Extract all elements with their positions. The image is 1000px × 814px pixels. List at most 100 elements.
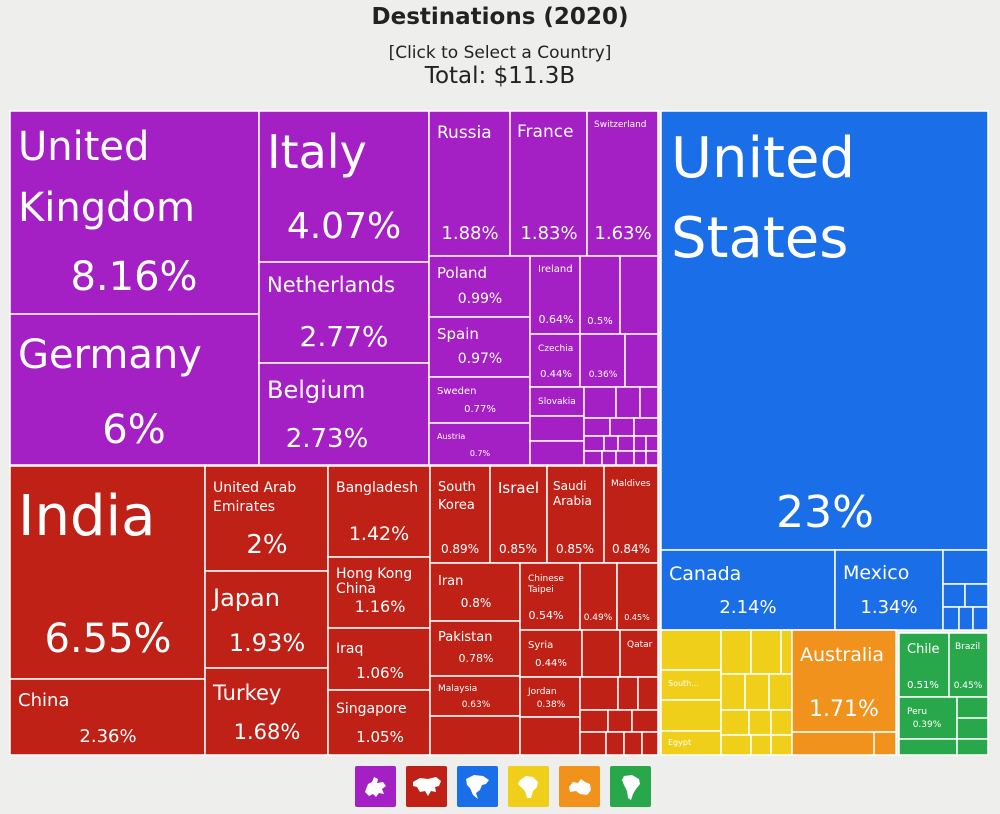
small-cell[interactable]: [529, 415, 585, 442]
oceania-button[interactable]: [559, 766, 600, 807]
cell-mexico[interactable]: [834, 549, 944, 631]
label-iraq: Iraq: [336, 641, 363, 657]
small-cell[interactable]: [958, 606, 974, 631]
south-america-button[interactable]: [610, 766, 651, 807]
small-cell[interactable]: [639, 386, 659, 419]
cell-us[interactable]: [660, 110, 989, 551]
cell-iraq[interactable]: [327, 627, 431, 691]
small-cell[interactable]: [615, 450, 635, 466]
small-cell[interactable]: [607, 709, 633, 733]
cell-india[interactable]: [9, 465, 206, 680]
cell-ireland[interactable]: [529, 255, 581, 335]
cell-iran[interactable]: [429, 562, 521, 622]
small-cell[interactable]: [770, 734, 793, 756]
small-cell[interactable]: [601, 450, 617, 466]
cell-egypt[interactable]: [660, 730, 722, 756]
small-cell[interactable]: [624, 333, 659, 388]
small-cell[interactable]: [605, 731, 625, 756]
asia-button[interactable]: [406, 766, 447, 807]
small-cell[interactable]: [720, 629, 752, 675]
cell-malaysia[interactable]: [429, 675, 521, 717]
cell-china[interactable]: [9, 678, 206, 756]
small-cell[interactable]: [720, 709, 750, 736]
small-cell[interactable]: [615, 386, 641, 419]
small-cell[interactable]: [942, 606, 960, 631]
small-cell[interactable]: [768, 673, 793, 711]
africa-button[interactable]: [508, 766, 549, 807]
cell-japan[interactable]: [204, 570, 329, 669]
cell-spain[interactable]: [428, 316, 531, 378]
small-cell[interactable]: [750, 629, 782, 675]
small-cell[interactable]: [617, 676, 639, 711]
small-cell[interactable]: [972, 606, 989, 631]
cell-peru[interactable]: [898, 696, 958, 740]
cell-netherlands[interactable]: [258, 261, 430, 364]
label-france: France: [517, 122, 574, 142]
small-cell[interactable]: [748, 709, 772, 736]
small-cell[interactable]: [633, 450, 647, 466]
small-cell[interactable]: [720, 673, 746, 711]
cell-jordan[interactable]: [519, 676, 581, 718]
label-india: India: [18, 484, 155, 549]
cell-austria[interactable]: [428, 422, 531, 466]
small-cell[interactable]: [744, 673, 770, 711]
cell-brazil[interactable]: [948, 632, 989, 698]
small-cell[interactable]: [583, 386, 617, 419]
small-cell[interactable]: [583, 450, 603, 466]
small-cell[interactable]: [660, 699, 722, 732]
small-cell[interactable]: [637, 676, 659, 711]
cell-canada[interactable]: [660, 549, 836, 631]
small-cell[interactable]: [660, 629, 722, 671]
small-cell[interactable]: [780, 629, 793, 675]
cell-sweden[interactable]: [428, 376, 531, 424]
small-cell[interactable]: [750, 734, 772, 756]
small-cell[interactable]: [617, 435, 635, 452]
europe-button[interactable]: [355, 766, 396, 807]
small-cell[interactable]: [720, 734, 752, 756]
cell-syria[interactable]: [519, 629, 583, 678]
small-cell[interactable]: [603, 435, 619, 452]
small-cell[interactable]: [645, 450, 659, 466]
cell-germany[interactable]: [9, 313, 260, 466]
north-america-button[interactable]: [457, 766, 498, 807]
small-cell[interactable]: [631, 709, 659, 733]
small-cell[interactable]: [770, 709, 793, 736]
cell-bangladesh[interactable]: [327, 465, 431, 558]
small-cell[interactable]: [583, 417, 611, 437]
label-mexico: Mexico: [843, 562, 909, 584]
small-cell[interactable]: [579, 676, 619, 711]
small-cell[interactable]: [429, 715, 521, 756]
small-cell[interactable]: [942, 549, 989, 585]
cell-chile[interactable]: [898, 632, 950, 698]
small-cell[interactable]: [633, 417, 659, 437]
small-cell[interactable]: [641, 731, 659, 756]
small-cell[interactable]: [942, 583, 966, 608]
cell-belgium[interactable]: [258, 362, 430, 466]
small-cell[interactable]: [609, 417, 635, 437]
small-cell[interactable]: [519, 716, 581, 756]
small-cell[interactable]: [623, 731, 643, 756]
small-cell[interactable]: [956, 696, 989, 719]
select-country-hint[interactable]: [Click to Select a Country]: [388, 43, 612, 63]
small-cell[interactable]: [529, 440, 585, 466]
small-cell[interactable]: [645, 435, 659, 452]
small-cell[interactable]: [633, 435, 647, 452]
cell-australia[interactable]: [791, 629, 897, 733]
small-cell[interactable]: [956, 738, 989, 756]
small-cell[interactable]: [964, 583, 989, 608]
cell-qatar[interactable]: [619, 629, 659, 678]
cell-saudi[interactable]: [546, 465, 605, 564]
small-cell[interactable]: [581, 629, 621, 678]
small-cell[interactable]: [956, 717, 989, 740]
small-cell[interactable]: [583, 435, 605, 452]
small-cell[interactable]: [873, 731, 897, 756]
cell-uae[interactable]: [204, 465, 329, 572]
cell-switzerland[interactable]: [586, 110, 659, 257]
small-cell[interactable]: [579, 731, 607, 756]
small-cell[interactable]: [898, 738, 958, 756]
cell-italy[interactable]: [258, 110, 430, 263]
small-cell[interactable]: [579, 709, 609, 733]
cell-southkorea[interactable]: [429, 465, 491, 564]
cell-maldives[interactable]: [603, 465, 659, 564]
small-cell[interactable]: [619, 255, 659, 335]
